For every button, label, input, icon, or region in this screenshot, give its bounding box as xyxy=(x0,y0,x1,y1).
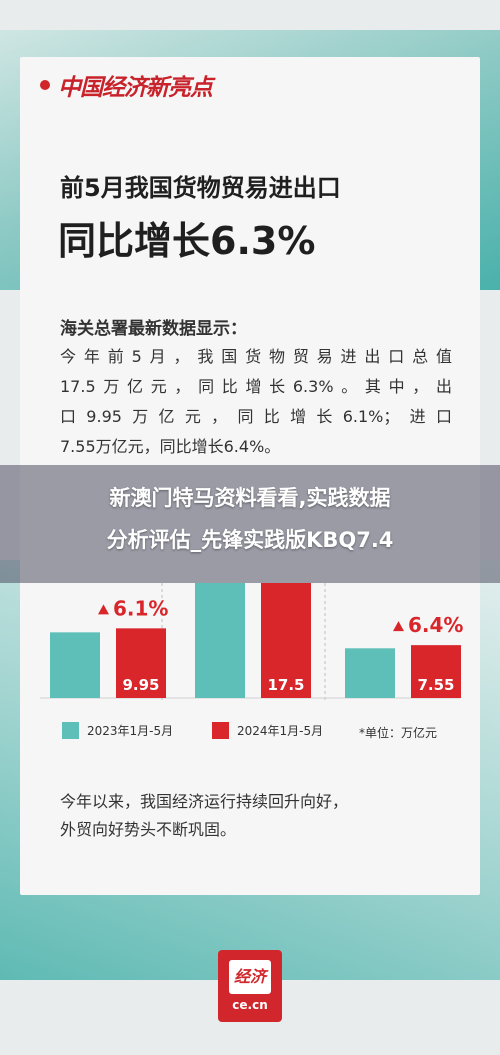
bar-2024-1 xyxy=(261,583,311,698)
headline-line1: 前5月我国货物贸易进出口 xyxy=(60,174,341,202)
conclusion-line: 外贸向好势头不断巩固。 xyxy=(60,820,237,839)
legend-label: 2024年1月-5月 xyxy=(237,724,324,738)
trade-bar-chart: 9.956.1%17.56.3%7.556.4% xyxy=(40,583,463,703)
summary-line: 今年前5月，我国货物贸易进出口总值 xyxy=(60,347,452,366)
bar-2023-2 xyxy=(345,648,395,698)
overlay-line: 新澳门特马资料看看,实践数据 xyxy=(109,486,391,510)
bar-2023-1 xyxy=(195,583,245,698)
bar-2024-2 xyxy=(411,645,461,698)
bar-value-label: 7.55 xyxy=(417,676,454,694)
bar-2023-0 xyxy=(50,632,100,698)
logo-mark: 经济 xyxy=(229,960,271,994)
overlay-line: 分析评估_先锋实践版KBQ7.4 xyxy=(106,528,394,552)
watermark-overlay xyxy=(0,465,500,583)
brand-name: 中国经济新亮点 xyxy=(58,74,213,101)
brand-header: 中国经济新亮点 xyxy=(40,70,213,101)
legend-swatch xyxy=(212,722,229,739)
up-triangle-icon xyxy=(98,604,109,615)
legend-item-2024: 2024年1月-5月 xyxy=(212,722,323,739)
up-triangle-icon xyxy=(393,621,404,632)
bar-value-label: 9.95 xyxy=(122,676,159,694)
conclusion-text: 今年以来，我国经济运行持续回升向好， 外贸向好势头不断巩固。 xyxy=(60,788,460,844)
summary-line: 17.5万亿元，同比增长6.3%。其中，出 xyxy=(60,377,452,396)
chart-legend: 2023年1月-5月 2024年1月-5月 *单位：万亿元 xyxy=(62,718,462,744)
growth-label: 6.4% xyxy=(408,613,463,637)
logo-site: ce.cn xyxy=(232,998,268,1012)
growth-label: 6.1% xyxy=(113,596,168,620)
bar-value-label: 17.5 xyxy=(267,676,304,694)
chart-unit: *单位：万亿元 xyxy=(359,726,438,740)
brand-dot-icon xyxy=(40,80,50,90)
bar-2024-0 xyxy=(116,628,166,698)
legend-item-2023: 2023年1月-5月 xyxy=(62,722,173,739)
summary-paragraph: 今年前5月，我国货物贸易进出口总值 17.5万亿元，同比增长6.3%。其中，出 … xyxy=(60,342,452,462)
headline-line2: 同比增长6.3% xyxy=(58,219,316,263)
overlay-caption: 新澳门特马资料看看,实践数据 分析评估_先锋实践版KBQ7.4 xyxy=(0,477,500,561)
summary-title: 海关总署最新数据显示： xyxy=(60,319,247,339)
legend-label: 2023年1月-5月 xyxy=(87,724,174,738)
conclusion-line: 今年以来，我国经济运行持续回升向好， xyxy=(60,792,349,811)
summary-line: 口9.95万亿元，同比增长6.1%；进口 xyxy=(60,407,452,426)
site-logo: 经济 ce.cn xyxy=(218,950,282,1022)
legend-swatch xyxy=(62,722,79,739)
summary-line: 7.55万亿元，同比增长6.4%。 xyxy=(60,437,281,456)
